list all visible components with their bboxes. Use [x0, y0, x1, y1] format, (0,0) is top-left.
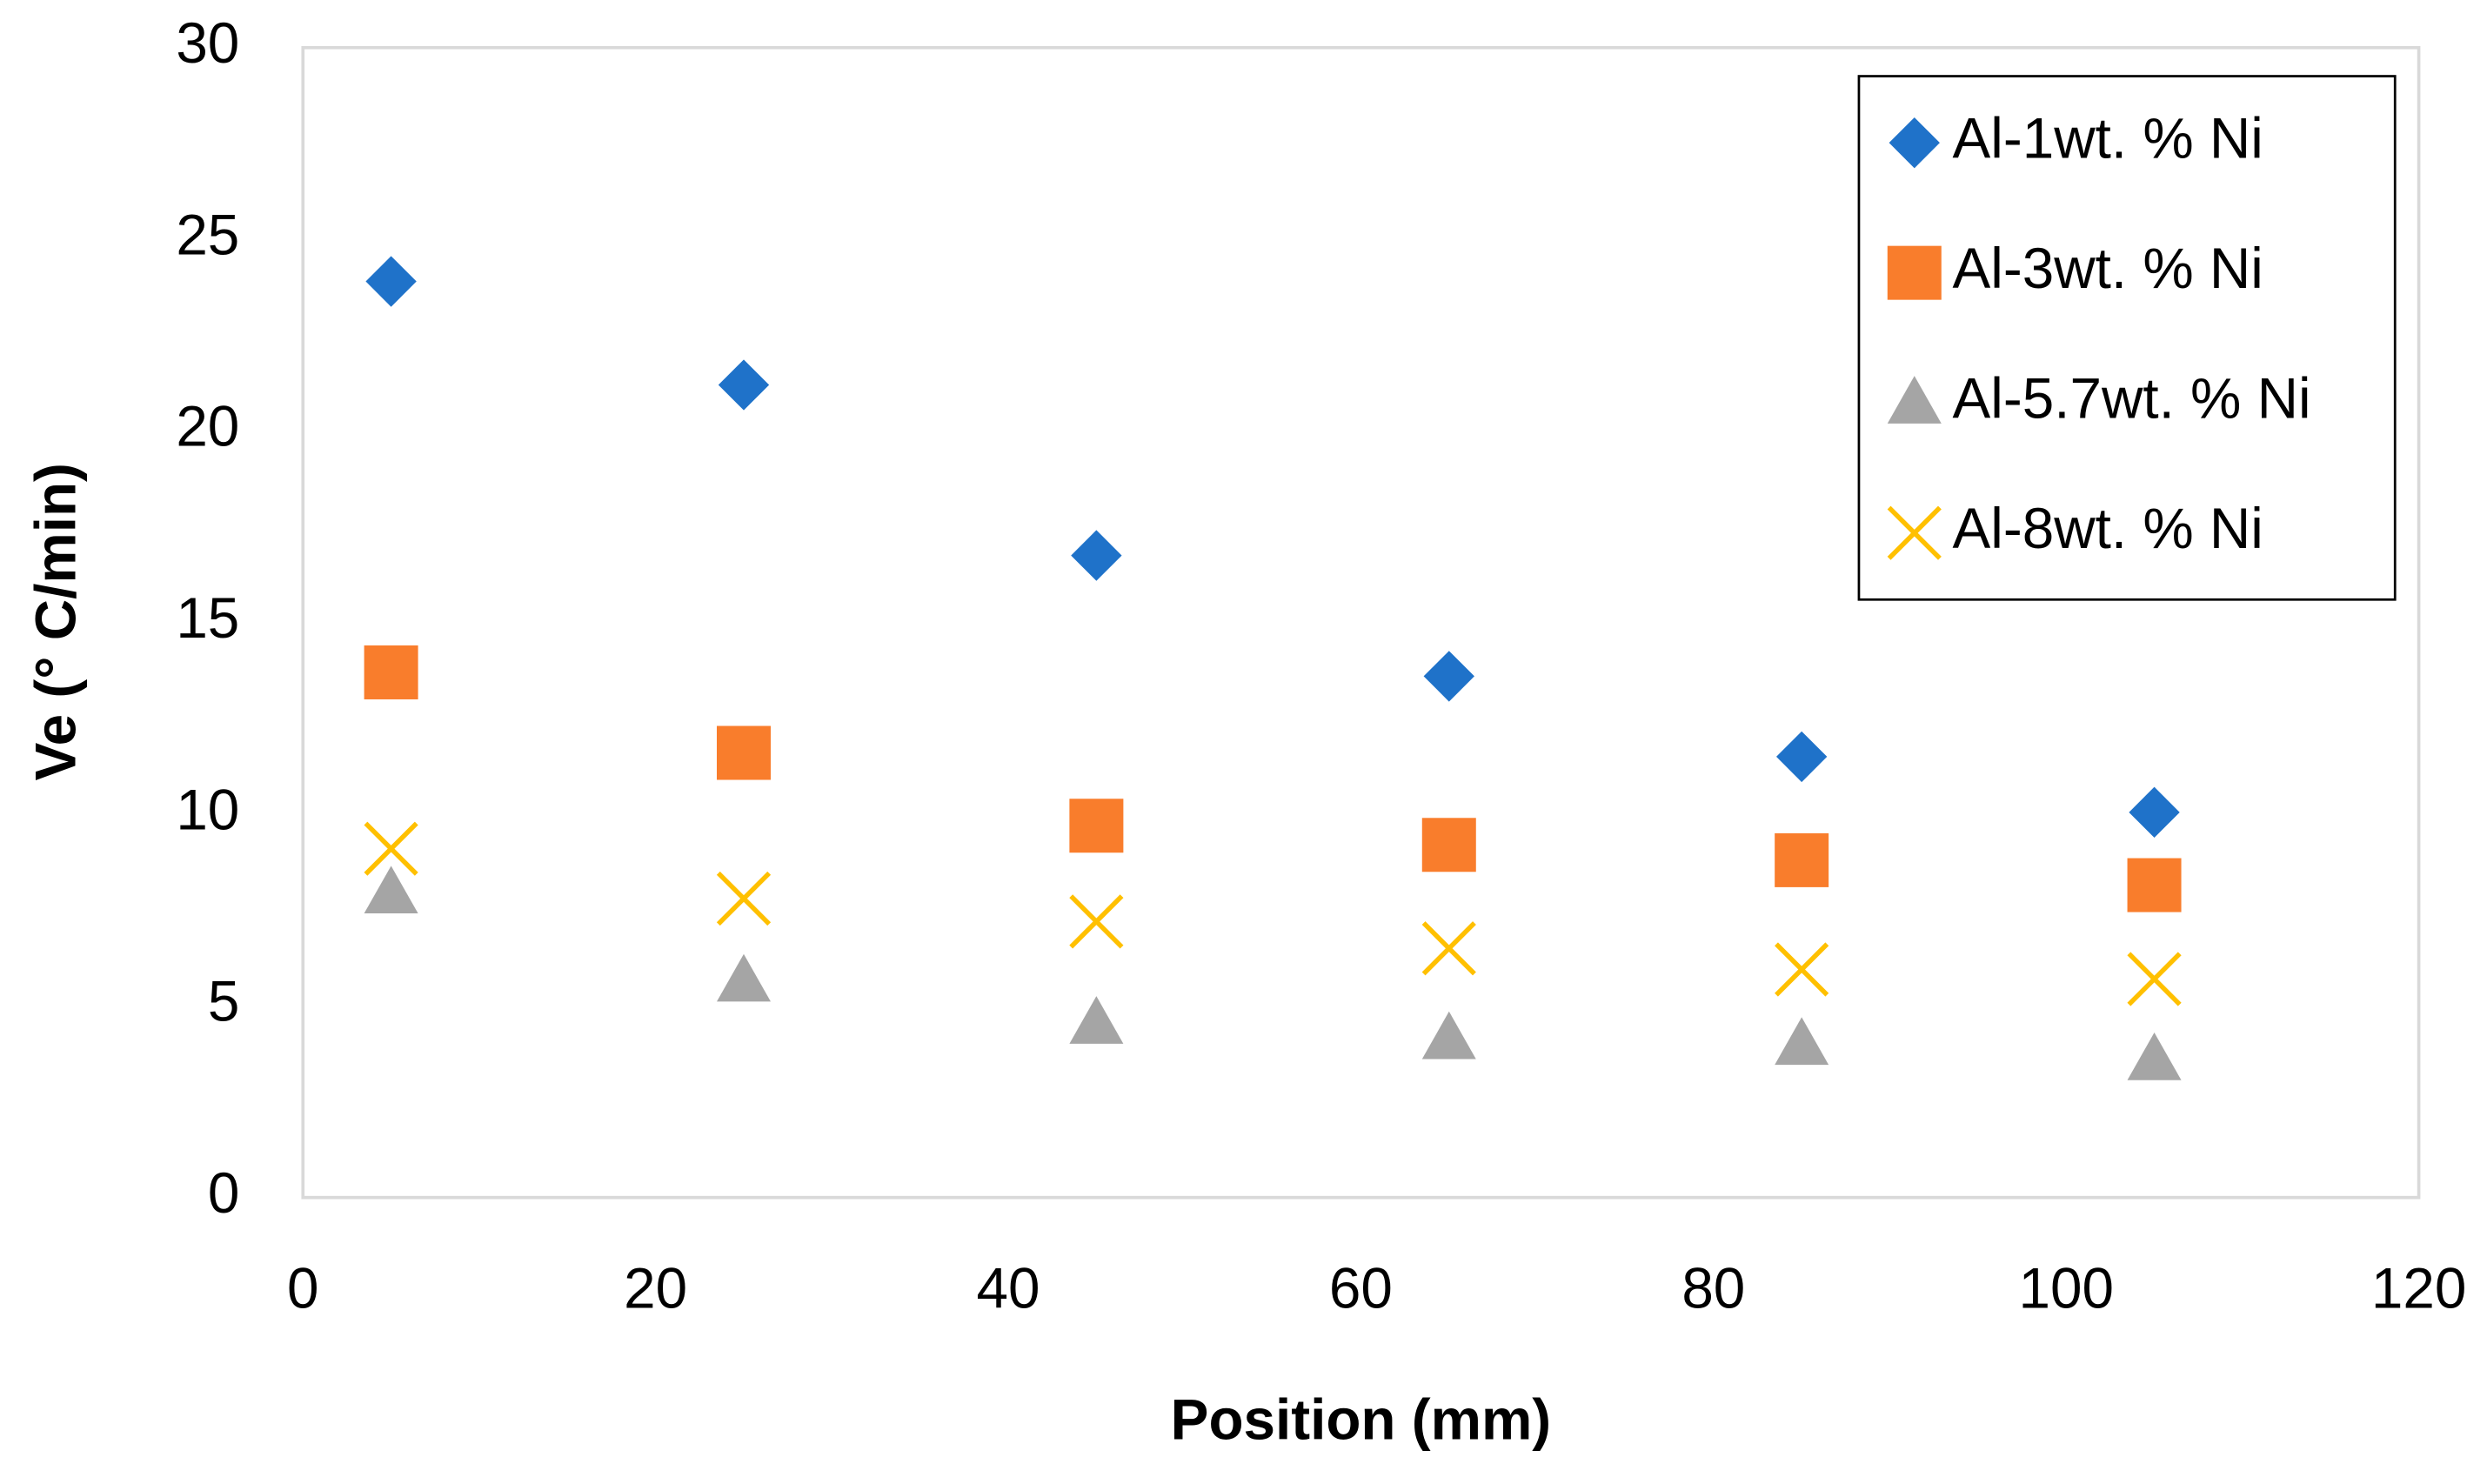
data-point	[1069, 799, 1124, 853]
legend-box	[1857, 75, 2397, 601]
y-tick-label: 5	[208, 970, 240, 1033]
legend-label: Al-1wt. % Ni	[1953, 106, 2263, 170]
y-tick-label: 0	[208, 1161, 240, 1225]
data-point	[364, 821, 418, 876]
x-axis-title: Position (mm)	[1171, 1388, 1552, 1452]
y-tick-label: 15	[176, 586, 239, 650]
data-point	[716, 725, 771, 780]
x-tick-label: 60	[1329, 1256, 1393, 1320]
y-tick-label: 20	[176, 395, 239, 458]
x-tick-label: 100	[2018, 1256, 2114, 1320]
data-point	[1775, 731, 1828, 783]
legend-marker	[1887, 245, 1942, 300]
legend-label: Al-8wt. % Ni	[1953, 497, 2263, 560]
legend-marker	[1887, 376, 1942, 424]
x-tick-label: 20	[624, 1256, 687, 1320]
legend-label: Al-5.7wt. % Ni	[1953, 367, 2311, 431]
data-point	[1421, 1011, 1476, 1060]
data-point	[716, 953, 771, 1002]
y-axis-title: Ve (° C/min)	[24, 463, 88, 780]
y-tick-label: 25	[176, 203, 239, 266]
legend-marker	[1887, 505, 1942, 560]
data-point	[1423, 651, 1474, 702]
data-point	[1421, 921, 1476, 976]
data-point	[2129, 786, 2180, 838]
data-point	[2127, 858, 2182, 912]
x-tick-label: 120	[2371, 1256, 2467, 1320]
data-point	[364, 866, 418, 914]
x-tick-label: 80	[1681, 1256, 1745, 1320]
y-tick-label: 30	[176, 11, 239, 75]
y-tick-label: 10	[176, 778, 239, 841]
data-point	[718, 359, 770, 411]
x-tick-label: 0	[287, 1256, 319, 1320]
data-point	[364, 645, 418, 699]
data-point	[1069, 996, 1124, 1044]
data-point	[1071, 530, 1122, 581]
data-point	[1421, 818, 1476, 872]
legend-label: Al-3wt. % Ni	[1953, 237, 2263, 300]
data-point	[1775, 942, 1829, 997]
data-point	[716, 871, 772, 926]
data-point	[1775, 832, 1829, 887]
data-point	[365, 256, 417, 307]
data-point	[2127, 1033, 2182, 1080]
data-point	[1069, 894, 1124, 949]
data-point	[2127, 952, 2182, 1006]
data-point	[1775, 1017, 1829, 1066]
x-tick-label: 40	[977, 1256, 1040, 1320]
plot-area	[301, 45, 2421, 1200]
